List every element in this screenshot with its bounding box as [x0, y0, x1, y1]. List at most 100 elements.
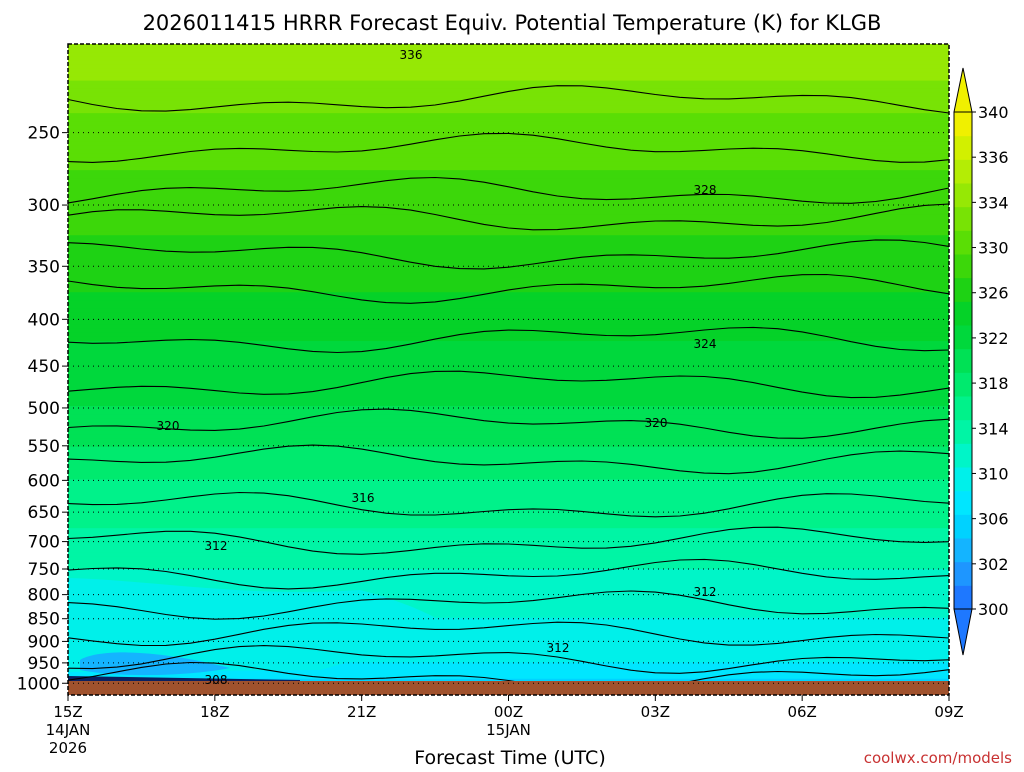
theta-e-band [68, 426, 949, 432]
colorbar-label: 306 [978, 510, 1009, 529]
contour-label-text: 316 [352, 491, 375, 505]
theta-e-band [68, 336, 949, 342]
theta-e-band [68, 434, 949, 440]
contour-label-text: 320 [157, 419, 180, 433]
y-tick-label: 600 [28, 471, 60, 491]
colorbar-label: 334 [978, 193, 1009, 212]
theta-e-band [68, 52, 949, 57]
colorbar-segment [954, 206, 972, 231]
credit-text: coolwx.com/models [864, 749, 1012, 767]
theta-e-band [68, 613, 949, 619]
colorbar-segment [954, 135, 972, 160]
theta-e-band [68, 320, 949, 326]
colorbar-segment [954, 112, 972, 137]
theta-e-band [68, 308, 949, 314]
theta-e-band [68, 64, 949, 70]
colorbar-segment [954, 301, 972, 326]
theta-e-band [68, 341, 949, 346]
colorbar-segment [954, 396, 972, 421]
theta-e-band [68, 577, 949, 582]
theta-e-band [68, 515, 949, 521]
contour-label: 320 [645, 416, 668, 430]
theta-e-band [68, 528, 949, 533]
ground-layer [68, 681, 949, 695]
theta-e-band [68, 157, 949, 163]
colorbar-segment [954, 325, 972, 350]
theta-e-band [68, 633, 949, 639]
theta-e-band [68, 463, 949, 468]
x-tick-label: 03Z [641, 703, 670, 721]
theta-e-band [68, 357, 949, 362]
theta-e-band [68, 532, 949, 537]
theta-e-band [68, 422, 949, 428]
theta-e-band [68, 137, 949, 143]
y-tick-label: 800 [28, 586, 60, 606]
theta-e-band [68, 259, 949, 265]
contour-label: 336 [400, 48, 423, 62]
theta-e-band [68, 76, 949, 82]
theta-e-band [68, 414, 949, 419]
y-tick-label: 850 [28, 610, 60, 630]
theta-e-band [68, 642, 949, 647]
theta-e-bands [68, 44, 949, 695]
theta-e-band [68, 117, 949, 122]
theta-e-band [68, 271, 949, 277]
theta-e-band [68, 235, 949, 240]
theta-e-band [68, 332, 949, 338]
contour-line [68, 85, 949, 114]
theta-e-band [68, 397, 949, 403]
theta-e-band [68, 601, 949, 607]
contour-line [68, 661, 949, 693]
theta-e-band [68, 288, 949, 293]
colorbar-segment [954, 254, 972, 279]
theta-e-band [68, 446, 949, 452]
y-tick-label: 900 [28, 632, 60, 652]
y-tick-label: 950 [28, 654, 60, 674]
theta-e-band [68, 483, 949, 489]
theta-e-band [68, 605, 949, 611]
theta-e-band [68, 454, 949, 460]
theta-e-band [68, 503, 949, 509]
x-axis-label: Forecast Time (UTC) [414, 747, 605, 768]
theta-e-band [68, 231, 949, 236]
theta-e-band [68, 658, 949, 664]
theta-e-band [68, 560, 949, 566]
grid-lines [68, 132, 949, 684]
theta-e-band [68, 430, 949, 436]
y-tick-label: 300 [28, 196, 60, 216]
x-tick-label: 00Z [494, 703, 523, 721]
x-tick-label: 09Z [934, 703, 963, 721]
x-tick-date: 15JAN [486, 721, 531, 739]
plot-area: 336 328 324 320 320 316 312 312 312 308 [68, 44, 949, 695]
theta-e-band [68, 556, 949, 562]
contour-line [68, 491, 949, 518]
colorbar-label: 340 [978, 103, 1009, 122]
contour-line [68, 444, 949, 475]
contour-line [68, 273, 949, 304]
theta-e-band [68, 251, 949, 257]
theta-e-band [68, 361, 949, 367]
colorbar-segment [954, 561, 972, 586]
theta-e-band [68, 105, 949, 110]
y-tick-label: 550 [28, 437, 60, 457]
contour-line [68, 176, 949, 204]
theta-e-band [68, 520, 949, 525]
colorbar: 340 336 334 330 326 322 318 314 310 306 302 300 [953, 67, 1009, 656]
colorbar-segment [954, 538, 972, 563]
colorbar-label: 326 [978, 284, 1009, 303]
theta-e-band [68, 450, 949, 456]
theta-e-band [68, 166, 949, 171]
theta-e-band [68, 621, 949, 627]
theta-e-band [68, 410, 949, 415]
colorbar-label: 310 [978, 464, 1009, 483]
theta-e-band [68, 467, 949, 472]
theta-e-band [68, 125, 949, 131]
theta-e-band [68, 84, 949, 90]
theta-e-band [68, 153, 949, 159]
theta-e-band [68, 471, 949, 476]
colorbar-segment [954, 230, 972, 255]
theta-e-band [68, 292, 949, 297]
colorbar-segment [954, 514, 972, 539]
